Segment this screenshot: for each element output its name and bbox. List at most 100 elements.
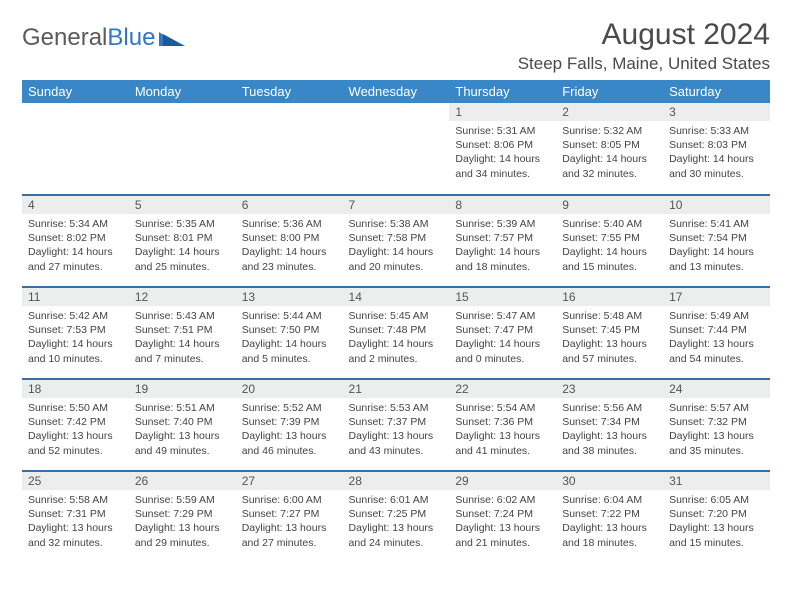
day-detail: Sunrise: 5:59 AMSunset: 7:29 PMDaylight:… (129, 490, 236, 554)
day-detail: Sunrise: 5:43 AMSunset: 7:51 PMDaylight:… (129, 306, 236, 370)
day-number: 17 (663, 288, 770, 306)
day-detail: Sunrise: 5:33 AMSunset: 8:03 PMDaylight:… (663, 121, 770, 185)
day-detail: Sunrise: 5:41 AMSunset: 7:54 PMDaylight:… (663, 214, 770, 278)
location: Steep Falls, Maine, United States (518, 54, 770, 74)
weekday-header: Tuesday (236, 80, 343, 103)
calendar-cell: 30Sunrise: 6:04 AMSunset: 7:22 PMDayligh… (556, 471, 663, 563)
day-detail: Sunrise: 6:05 AMSunset: 7:20 PMDaylight:… (663, 490, 770, 554)
calendar-cell: 5Sunrise: 5:35 AMSunset: 8:01 PMDaylight… (129, 195, 236, 287)
day-detail: Sunrise: 5:44 AMSunset: 7:50 PMDaylight:… (236, 306, 343, 370)
calendar-cell: 8Sunrise: 5:39 AMSunset: 7:57 PMDaylight… (449, 195, 556, 287)
calendar-cell: 10Sunrise: 5:41 AMSunset: 7:54 PMDayligh… (663, 195, 770, 287)
weekday-header: Sunday (22, 80, 129, 103)
day-detail: Sunrise: 5:42 AMSunset: 7:53 PMDaylight:… (22, 306, 129, 370)
calendar-cell: 16Sunrise: 5:48 AMSunset: 7:45 PMDayligh… (556, 287, 663, 379)
day-detail: Sunrise: 5:45 AMSunset: 7:48 PMDaylight:… (343, 306, 450, 370)
day-detail: Sunrise: 6:02 AMSunset: 7:24 PMDaylight:… (449, 490, 556, 554)
calendar-cell: 9Sunrise: 5:40 AMSunset: 7:55 PMDaylight… (556, 195, 663, 287)
calendar-cell: 22Sunrise: 5:54 AMSunset: 7:36 PMDayligh… (449, 379, 556, 471)
day-number: 27 (236, 472, 343, 490)
calendar-cell: 7Sunrise: 5:38 AMSunset: 7:58 PMDaylight… (343, 195, 450, 287)
calendar-cell: 4Sunrise: 5:34 AMSunset: 8:02 PMDaylight… (22, 195, 129, 287)
calendar-week-row: 11Sunrise: 5:42 AMSunset: 7:53 PMDayligh… (22, 287, 770, 379)
day-number: 28 (343, 472, 450, 490)
calendar-cell: 28Sunrise: 6:01 AMSunset: 7:25 PMDayligh… (343, 471, 450, 563)
day-number: 7 (343, 196, 450, 214)
calendar-cell: 14Sunrise: 5:45 AMSunset: 7:48 PMDayligh… (343, 287, 450, 379)
weekday-header: Saturday (663, 80, 770, 103)
calendar-cell (129, 103, 236, 195)
day-number: 4 (22, 196, 129, 214)
day-detail: Sunrise: 5:31 AMSunset: 8:06 PMDaylight:… (449, 121, 556, 185)
header: GeneralBlue August 2024 Steep Falls, Mai… (22, 18, 770, 74)
calendar-week-row: 1Sunrise: 5:31 AMSunset: 8:06 PMDaylight… (22, 103, 770, 195)
day-number: 3 (663, 103, 770, 121)
calendar-cell: 21Sunrise: 5:53 AMSunset: 7:37 PMDayligh… (343, 379, 450, 471)
day-detail: Sunrise: 5:56 AMSunset: 7:34 PMDaylight:… (556, 398, 663, 462)
day-number: 26 (129, 472, 236, 490)
calendar-cell: 17Sunrise: 5:49 AMSunset: 7:44 PMDayligh… (663, 287, 770, 379)
day-detail: Sunrise: 5:51 AMSunset: 7:40 PMDaylight:… (129, 398, 236, 462)
day-number: 10 (663, 196, 770, 214)
month-title: August 2024 (518, 18, 770, 52)
calendar-header-row: SundayMondayTuesdayWednesdayThursdayFrid… (22, 80, 770, 103)
calendar-cell: 31Sunrise: 6:05 AMSunset: 7:20 PMDayligh… (663, 471, 770, 563)
day-detail: Sunrise: 5:52 AMSunset: 7:39 PMDaylight:… (236, 398, 343, 462)
weekday-header: Friday (556, 80, 663, 103)
calendar-cell (236, 103, 343, 195)
day-number: 5 (129, 196, 236, 214)
day-detail: Sunrise: 6:04 AMSunset: 7:22 PMDaylight:… (556, 490, 663, 554)
day-number: 8 (449, 196, 556, 214)
day-number: 25 (22, 472, 129, 490)
calendar-week-row: 18Sunrise: 5:50 AMSunset: 7:42 PMDayligh… (22, 379, 770, 471)
calendar-cell: 24Sunrise: 5:57 AMSunset: 7:32 PMDayligh… (663, 379, 770, 471)
calendar-cell: 1Sunrise: 5:31 AMSunset: 8:06 PMDaylight… (449, 103, 556, 195)
weekday-header: Wednesday (343, 80, 450, 103)
day-number: 19 (129, 380, 236, 398)
calendar-cell (343, 103, 450, 195)
day-detail: Sunrise: 5:32 AMSunset: 8:05 PMDaylight:… (556, 121, 663, 185)
day-number: 23 (556, 380, 663, 398)
calendar-cell: 19Sunrise: 5:51 AMSunset: 7:40 PMDayligh… (129, 379, 236, 471)
day-detail: Sunrise: 5:38 AMSunset: 7:58 PMDaylight:… (343, 214, 450, 278)
calendar-cell: 26Sunrise: 5:59 AMSunset: 7:29 PMDayligh… (129, 471, 236, 563)
day-number: 31 (663, 472, 770, 490)
day-number: 9 (556, 196, 663, 214)
day-detail: Sunrise: 5:49 AMSunset: 7:44 PMDaylight:… (663, 306, 770, 370)
day-number: 1 (449, 103, 556, 121)
title-block: August 2024 Steep Falls, Maine, United S… (518, 18, 770, 74)
brand-flag-icon (159, 28, 185, 48)
day-number: 12 (129, 288, 236, 306)
day-detail: Sunrise: 5:36 AMSunset: 8:00 PMDaylight:… (236, 214, 343, 278)
calendar-table: SundayMondayTuesdayWednesdayThursdayFrid… (22, 80, 770, 563)
day-detail: Sunrise: 6:01 AMSunset: 7:25 PMDaylight:… (343, 490, 450, 554)
day-detail: Sunrise: 5:40 AMSunset: 7:55 PMDaylight:… (556, 214, 663, 278)
day-detail: Sunrise: 6:00 AMSunset: 7:27 PMDaylight:… (236, 490, 343, 554)
day-detail: Sunrise: 5:35 AMSunset: 8:01 PMDaylight:… (129, 214, 236, 278)
day-detail: Sunrise: 5:57 AMSunset: 7:32 PMDaylight:… (663, 398, 770, 462)
day-detail: Sunrise: 5:54 AMSunset: 7:36 PMDaylight:… (449, 398, 556, 462)
day-number: 24 (663, 380, 770, 398)
calendar-cell: 29Sunrise: 6:02 AMSunset: 7:24 PMDayligh… (449, 471, 556, 563)
brand-part1: General (22, 24, 107, 52)
calendar-cell: 13Sunrise: 5:44 AMSunset: 7:50 PMDayligh… (236, 287, 343, 379)
day-number: 21 (343, 380, 450, 398)
day-number: 13 (236, 288, 343, 306)
calendar-cell: 3Sunrise: 5:33 AMSunset: 8:03 PMDaylight… (663, 103, 770, 195)
calendar-cell: 27Sunrise: 6:00 AMSunset: 7:27 PMDayligh… (236, 471, 343, 563)
day-detail: Sunrise: 5:34 AMSunset: 8:02 PMDaylight:… (22, 214, 129, 278)
day-detail: Sunrise: 5:47 AMSunset: 7:47 PMDaylight:… (449, 306, 556, 370)
calendar-cell: 11Sunrise: 5:42 AMSunset: 7:53 PMDayligh… (22, 287, 129, 379)
day-number: 16 (556, 288, 663, 306)
day-detail: Sunrise: 5:58 AMSunset: 7:31 PMDaylight:… (22, 490, 129, 554)
calendar-cell: 12Sunrise: 5:43 AMSunset: 7:51 PMDayligh… (129, 287, 236, 379)
calendar-cell: 2Sunrise: 5:32 AMSunset: 8:05 PMDaylight… (556, 103, 663, 195)
weekday-header: Monday (129, 80, 236, 103)
calendar-cell: 6Sunrise: 5:36 AMSunset: 8:00 PMDaylight… (236, 195, 343, 287)
day-number: 29 (449, 472, 556, 490)
calendar-week-row: 25Sunrise: 5:58 AMSunset: 7:31 PMDayligh… (22, 471, 770, 563)
calendar-cell (22, 103, 129, 195)
calendar-cell: 18Sunrise: 5:50 AMSunset: 7:42 PMDayligh… (22, 379, 129, 471)
calendar-cell: 20Sunrise: 5:52 AMSunset: 7:39 PMDayligh… (236, 379, 343, 471)
day-number: 14 (343, 288, 450, 306)
